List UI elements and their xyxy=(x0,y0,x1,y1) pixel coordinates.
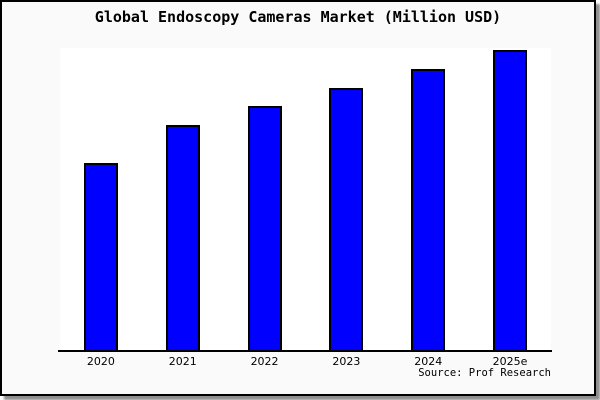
bars-container xyxy=(60,48,551,351)
x-tick-label-2020: 2020 xyxy=(86,355,115,368)
bar-slot-2023 xyxy=(305,48,387,351)
bar-2021 xyxy=(165,125,200,351)
chart-title: Global Endoscopy Cameras Market (Million… xyxy=(94,8,502,26)
bar-slot-2025e xyxy=(469,48,551,351)
bar-2025e xyxy=(493,49,528,351)
bar-2022 xyxy=(247,106,282,351)
x-tick-label-2023: 2023 xyxy=(332,355,361,368)
bar-slot-2024 xyxy=(387,48,469,351)
bar-slot-2021 xyxy=(142,48,224,351)
x-axis-labels: 2020 2021 2022 2023 2024 2025e xyxy=(60,355,551,368)
bar-slot-2020 xyxy=(60,48,142,351)
bar-2020 xyxy=(83,162,118,351)
source-credit: Source: Prof Research xyxy=(418,367,551,379)
plot-area xyxy=(60,48,551,351)
x-tick-label-2024: 2024 xyxy=(414,355,443,368)
bar-2023 xyxy=(329,87,364,351)
bar-2024 xyxy=(411,68,446,351)
bar-slot-2022 xyxy=(224,48,306,351)
x-axis-line xyxy=(58,350,552,352)
x-tick-label-2022: 2022 xyxy=(250,355,279,368)
x-tick-label-2021: 2021 xyxy=(168,355,197,368)
x-tick-label-2025e: 2025e xyxy=(492,355,528,368)
